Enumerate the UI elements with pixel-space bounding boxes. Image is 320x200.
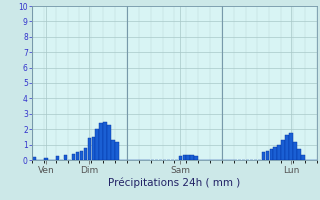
Bar xyxy=(88,138,91,160)
Bar xyxy=(32,157,36,160)
Bar xyxy=(182,155,186,160)
Bar xyxy=(293,142,297,160)
Bar xyxy=(44,158,48,160)
Bar xyxy=(64,155,68,160)
Bar xyxy=(274,147,277,160)
Bar xyxy=(84,148,87,160)
Bar xyxy=(194,156,198,160)
Bar xyxy=(266,151,269,160)
Bar xyxy=(262,152,265,160)
Bar xyxy=(179,156,182,160)
Bar xyxy=(56,156,60,160)
Bar xyxy=(103,121,107,160)
Bar xyxy=(269,149,273,160)
Bar xyxy=(289,133,293,160)
Bar xyxy=(107,125,111,160)
Bar xyxy=(111,140,115,160)
X-axis label: Précipitations 24h ( mm ): Précipitations 24h ( mm ) xyxy=(108,177,241,188)
Bar xyxy=(297,149,301,160)
Bar xyxy=(281,140,285,160)
Bar xyxy=(285,135,289,160)
Bar xyxy=(72,154,75,160)
Bar xyxy=(76,152,79,160)
Bar xyxy=(92,137,95,160)
Bar xyxy=(80,151,83,160)
Bar xyxy=(190,155,194,160)
Bar xyxy=(95,129,99,160)
Bar xyxy=(301,155,305,160)
Bar xyxy=(115,142,119,160)
Bar xyxy=(277,145,281,160)
Bar xyxy=(187,155,190,160)
Bar xyxy=(100,123,103,160)
